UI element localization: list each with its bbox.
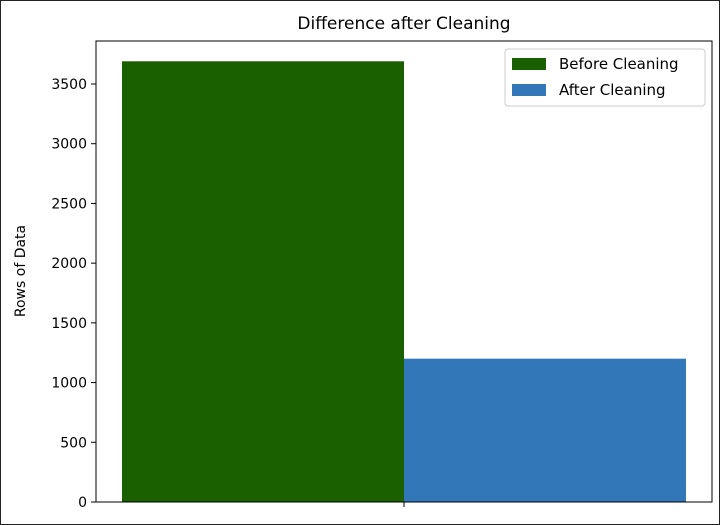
- y-tick-label: 1500: [51, 316, 87, 332]
- y-tick-label: 2000: [51, 256, 87, 272]
- legend-label: After Cleaning: [559, 81, 666, 99]
- y-axis: 0 500 1000 1500 2000 2500 3000 3500: [51, 77, 96, 511]
- y-tick-label: 3000: [51, 137, 87, 153]
- bar-before-cleaning: [122, 61, 404, 503]
- y-tick-label: 1000: [51, 376, 87, 392]
- y-tick-label: 0: [78, 495, 87, 511]
- bar-after-cleaning: [404, 358, 686, 502]
- y-tick-label: 2500: [51, 196, 87, 212]
- chart-title: Difference after Cleaning: [297, 14, 510, 34]
- y-tick-label: 500: [60, 435, 87, 451]
- legend-box: [504, 48, 706, 107]
- bars-group: [122, 61, 686, 503]
- legend-label: Before Cleaning: [559, 55, 679, 73]
- legend-swatch-after-cleaning: [512, 84, 546, 96]
- y-axis-label: Rows of Data: [13, 225, 29, 317]
- legend: Before Cleaning After Cleaning: [504, 48, 706, 107]
- legend-swatch-before-cleaning: [512, 58, 546, 70]
- y-tick-label: 3500: [51, 77, 87, 93]
